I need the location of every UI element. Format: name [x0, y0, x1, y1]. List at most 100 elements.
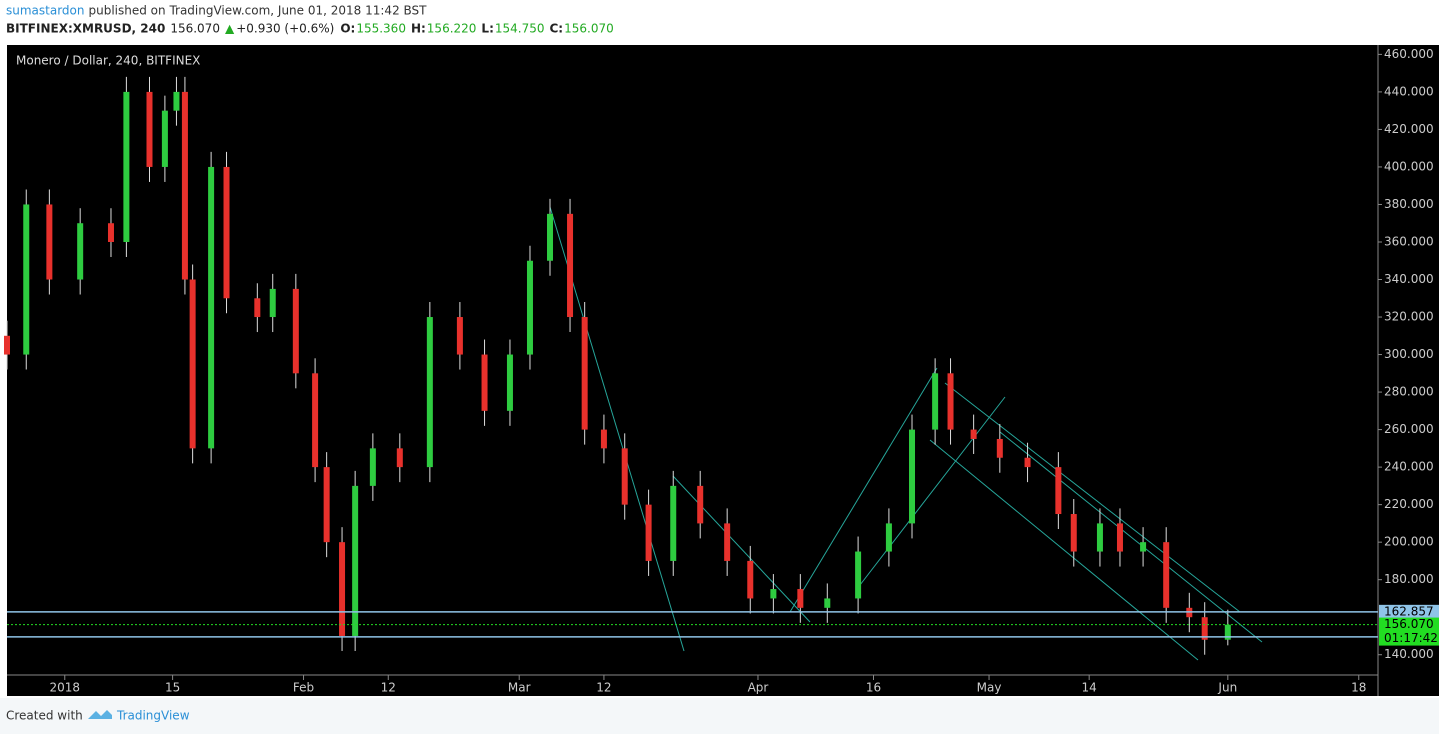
published: published on TradingView.com, June 01, 2… — [89, 4, 428, 18]
candle-body — [600, 429, 607, 449]
author[interactable]: sumastardon — [6, 4, 85, 18]
x-tick-label: Mar — [508, 681, 531, 695]
x-tick-label: Apr — [748, 681, 769, 695]
y-tick-label: 340.000 — [1384, 272, 1434, 286]
candle-body — [996, 438, 1003, 458]
candle-body — [123, 91, 130, 242]
tv-logo — [88, 710, 112, 719]
trend-line — [859, 396, 1006, 586]
quote-text: L: — [481, 22, 493, 36]
candle-body — [621, 448, 628, 505]
y-tick-label: 400.000 — [1384, 159, 1434, 173]
candle-body — [426, 317, 433, 468]
candle-body — [208, 166, 215, 449]
quote-text: O: — [340, 22, 355, 36]
candle-body — [4, 335, 10, 355]
candle-body — [1140, 542, 1147, 552]
countdown: 01:17:42 — [1384, 631, 1438, 645]
x-tick-label: 15 — [165, 681, 180, 695]
candle-body — [770, 589, 777, 599]
x-tick-label: May — [977, 681, 1002, 695]
candle-body — [1070, 514, 1077, 552]
candle-body — [645, 504, 652, 561]
candle-body — [797, 589, 804, 608]
y-tick-label: 440.000 — [1384, 84, 1434, 98]
candle-body — [824, 598, 831, 608]
quote-text: 156.070 — [170, 22, 220, 36]
x-tick-label: 18 — [1351, 681, 1366, 695]
trend-line — [999, 431, 1263, 643]
level-label: 162.857 — [1384, 604, 1434, 618]
plot-bg — [7, 45, 1378, 696]
candle-body — [947, 373, 954, 430]
quote-text: 156.220 — [427, 22, 477, 36]
candle-body — [1055, 467, 1062, 515]
y-tick-label: 220.000 — [1384, 497, 1434, 511]
candle-body — [1024, 457, 1031, 468]
candle-body — [161, 110, 168, 167]
candle-body — [697, 485, 704, 524]
candle-body — [23, 204, 30, 355]
candle-body — [323, 467, 330, 543]
candle-body — [369, 448, 376, 486]
y-tick-label: 280.000 — [1384, 385, 1434, 399]
candle-body — [312, 373, 319, 468]
quote-text: BITFINEX:XMRUSD, 240 — [6, 22, 165, 36]
y-tick-label: 260.000 — [1384, 422, 1434, 436]
footer-bg — [0, 698, 1439, 734]
candle-body — [339, 542, 346, 636]
quote-text: ▲ — [225, 22, 235, 36]
y-tick-label: 180.000 — [1384, 572, 1434, 586]
x-tick-label: 2018 — [49, 681, 80, 695]
candle-body — [1163, 542, 1170, 608]
y-tick-label: 380.000 — [1384, 197, 1434, 211]
candle-body — [547, 213, 554, 261]
candle-body — [909, 429, 916, 524]
candle-body — [456, 317, 463, 355]
last-price-tag — [1379, 617, 1439, 646]
candle-body — [292, 288, 299, 374]
quote-text: +0.930 (+0.6%) — [236, 22, 334, 36]
candle-body — [223, 166, 230, 299]
candle-body — [107, 223, 114, 242]
candle-body — [855, 551, 862, 599]
candle-body — [581, 317, 588, 430]
last-price-label: 156.070 — [1384, 617, 1434, 631]
candle-body — [269, 288, 276, 318]
x-tick-label: 14 — [1082, 681, 1097, 695]
level-tag — [1379, 604, 1439, 619]
candle-body — [396, 448, 403, 468]
candle-body — [1096, 523, 1103, 552]
footer-brand[interactable]: TradingView — [116, 709, 190, 723]
candle-body — [747, 560, 754, 599]
candle-body — [1224, 624, 1231, 640]
candle-body — [189, 279, 196, 449]
trend-line — [789, 367, 938, 613]
candle-body — [506, 354, 513, 411]
price-axis-bg — [1378, 45, 1439, 696]
y-tick-label: 420.000 — [1384, 122, 1434, 136]
y-tick-label: 200.000 — [1384, 535, 1434, 549]
x-tick-label: 16 — [866, 681, 881, 695]
quote-text: H: — [411, 22, 426, 36]
x-tick-label: 12 — [596, 681, 611, 695]
trend-lines — [549, 206, 1263, 661]
candle-body — [254, 298, 261, 318]
x-tick-label: 12 — [381, 681, 396, 695]
trend-line — [929, 439, 1199, 661]
quote-text: 156.070 — [564, 22, 614, 36]
candle-body — [77, 223, 84, 280]
header-bg — [0, 0, 1439, 44]
candle-body — [46, 204, 53, 280]
y-tick-label: 360.000 — [1384, 234, 1434, 248]
quote-text: C: — [550, 22, 564, 36]
trend-line — [944, 382, 1241, 613]
y-tick-label: 240.000 — [1384, 460, 1434, 474]
chart-title: Monero / Dollar, 240, BITFINEX — [16, 54, 200, 68]
x-tick-label: Jun — [1217, 681, 1237, 695]
y-tick-label: 140.000 — [1384, 647, 1434, 661]
candle-body — [1116, 523, 1123, 552]
trend-line — [672, 475, 811, 623]
quote-line: BITFINEX:XMRUSD, 240 156.070 ▲ +0.930 (+0.6… — [6, 22, 614, 36]
